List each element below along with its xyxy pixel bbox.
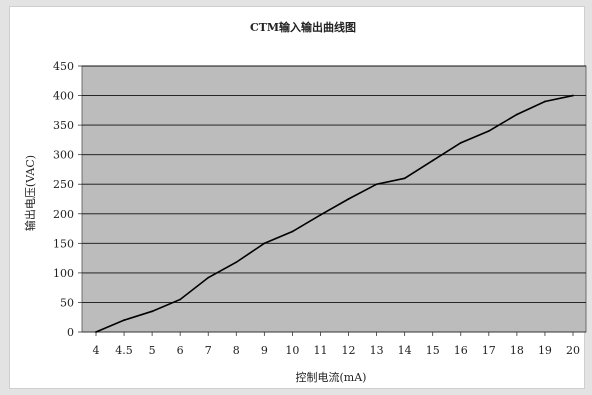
x-tick-label: 10	[285, 344, 299, 357]
x-tick-label: 14	[398, 344, 412, 357]
x-axis-label: 控制电流(mA)	[296, 370, 367, 384]
y-tick-label: 450	[53, 60, 74, 73]
plot-area	[81, 65, 587, 333]
x-tick-label: 4	[93, 344, 100, 357]
y-tick-label: 100	[53, 267, 74, 280]
x-tick-label: 18	[510, 344, 524, 357]
x-tick-label: 16	[454, 344, 468, 357]
data-point	[263, 242, 266, 245]
x-tick-label: 9	[261, 344, 268, 357]
data-point	[151, 310, 154, 313]
y-tick-label: 0	[67, 326, 74, 339]
x-tick-label: 15	[426, 344, 440, 357]
data-point	[179, 298, 182, 301]
y-tick-label: 300	[53, 149, 74, 162]
data-point	[403, 177, 406, 180]
x-tick-label: 7	[205, 344, 212, 357]
data-point	[459, 141, 462, 144]
x-tick-label: 5	[149, 344, 156, 357]
series-line	[95, 94, 574, 333]
y-tick-label: 250	[53, 178, 74, 191]
x-tick-label: 20	[566, 344, 580, 357]
x-tick-label: 13	[370, 344, 384, 357]
data-point	[347, 198, 350, 200]
data-point	[515, 113, 518, 116]
data-point	[207, 276, 210, 279]
x-tick-label: 12	[342, 344, 356, 357]
data-point	[487, 130, 490, 132]
y-axis-label: 输出电压(VAC)	[23, 155, 37, 231]
data-point	[572, 94, 574, 97]
y-tick-label: 200	[53, 208, 74, 221]
y-tick-label: 150	[53, 237, 74, 250]
x-tick-label: 17	[482, 344, 496, 357]
chart-title: CTM输入输出曲线图	[250, 20, 356, 34]
series-points	[95, 94, 574, 333]
data-point	[544, 100, 546, 103]
y-tick-label: 400	[53, 90, 74, 103]
data-point	[431, 159, 434, 162]
y-tick-label: 50	[60, 296, 74, 309]
data-point	[375, 183, 378, 186]
data-point	[95, 331, 97, 333]
gridlines	[82, 65, 586, 333]
data-point	[291, 230, 294, 233]
x-axis-ticks: 4 4.5 5 6 7 8 9 10 11 12 13 14 15 16 17 18 19 20	[93, 332, 580, 357]
data-point	[123, 319, 125, 322]
y-tick-label: 350	[53, 119, 74, 132]
x-tick-label: 4.5	[115, 344, 133, 357]
y-axis-ticks: 0 50 100 150 200 250 300 350 400 450	[53, 60, 82, 339]
x-tick-label: 6	[177, 344, 184, 357]
x-tick-label: 8	[233, 344, 240, 357]
data-point	[235, 261, 238, 264]
data-point	[319, 214, 322, 216]
x-tick-label: 19	[538, 344, 552, 357]
x-tick-label: 11	[313, 344, 327, 357]
